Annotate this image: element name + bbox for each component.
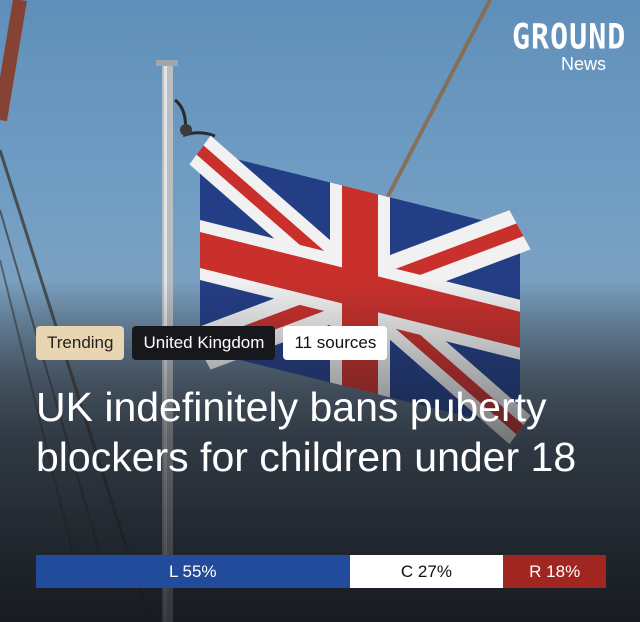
logo-word: GROUND bbox=[512, 17, 627, 58]
story-tags: Trending United Kingdom 11 sources bbox=[36, 326, 388, 360]
bias-right-segment: R 18% bbox=[503, 555, 606, 588]
sources-tag[interactable]: 11 sources bbox=[283, 326, 388, 360]
bias-center-segment: C 27% bbox=[349, 555, 504, 588]
bias-left-segment: L 55% bbox=[36, 555, 350, 588]
ground-news-logo: GROUND News bbox=[512, 17, 627, 76]
trending-tag[interactable]: Trending bbox=[36, 326, 125, 360]
region-tag[interactable]: United Kingdom bbox=[132, 326, 276, 360]
bias-distribution-bar[interactable]: L 55% C 27% R 18% bbox=[36, 555, 606, 588]
story-headline[interactable]: UK indefinitely bans puberty blockers fo… bbox=[36, 384, 577, 480]
logo-sub: News bbox=[560, 54, 606, 74]
